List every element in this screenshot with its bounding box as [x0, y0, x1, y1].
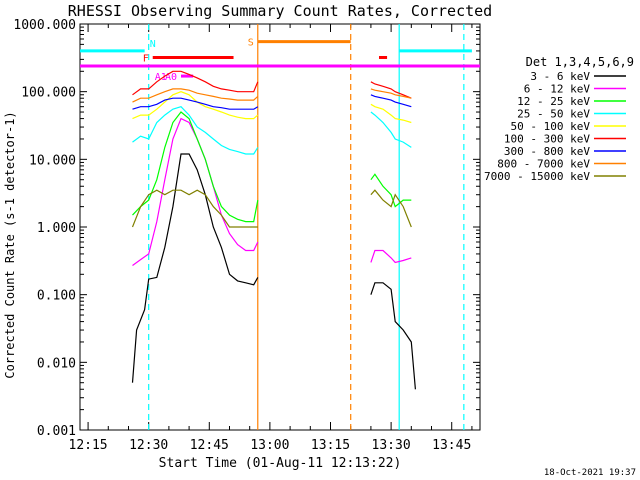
series-12-25-kev-line [132, 111, 259, 223]
series-100-300-kev-line [132, 70, 259, 96]
x-tick-label: 13:15 [311, 438, 350, 453]
series-50-100-kev-line [132, 91, 259, 120]
series-7000-15000-kev-line-2 [370, 189, 412, 228]
x-tick-label: 12:45 [190, 438, 229, 453]
render-timestamp: 18-Oct-2021 19:37 [544, 468, 636, 478]
flag-label: S [248, 38, 254, 49]
series-300-800-kev-line-2 [370, 94, 412, 108]
y-tick-label: 0.010 [37, 356, 76, 371]
series-7000-15000-kev-line [131, 189, 258, 228]
legend-label: 50 - 100 keV [511, 120, 591, 133]
chart-title: RHESSI Observing Summary Count Rates, Co… [68, 2, 492, 20]
x-axis-label: Start Time (01-Aug-11 12:13:22) [159, 456, 402, 471]
legend-label: 300 - 800 keV [504, 145, 590, 158]
flag-label: F [143, 53, 149, 64]
y-tick-label: 1000.000 [13, 18, 76, 33]
series-3-6-kev-line-2 [370, 282, 416, 390]
series-50-100-kev-line-2 [370, 103, 412, 124]
series-800-7000-kev-line [132, 88, 259, 103]
y-tick-label: 0.001 [37, 424, 76, 439]
plot-frame [79, 23, 481, 431]
y-tick-label: 0.100 [37, 289, 76, 304]
flag-label: A1 [155, 72, 167, 83]
y-tick-label: 100.000 [21, 86, 76, 101]
legend-label: 12 - 25 keV [517, 95, 590, 108]
x-tick-label: 12:15 [69, 438, 108, 453]
y-tick-label: 10.000 [29, 153, 76, 168]
x-tick-label: 13:30 [372, 438, 411, 453]
series-100-300-kev-line-2 [370, 81, 412, 99]
legend-label: 6 - 12 keV [524, 83, 591, 96]
series-300-800-kev-line [132, 97, 259, 110]
y-axis-label: Corrected Count Rate (s-1 detector-1) [3, 111, 17, 378]
series-25-50-kev-line [132, 106, 259, 155]
legend-label: 25 - 50 keV [517, 108, 590, 121]
series-25-50-kev-line-2 [370, 111, 412, 148]
series-12-25-kev-line-2 [370, 173, 412, 208]
flag-label: A0 [165, 72, 177, 83]
legend-title: Det 1,3,4,5,6,9 [526, 55, 634, 69]
x-tick-label: 13:00 [250, 438, 289, 453]
plot-area: 0.001 0.010 0.100 1.000 10.000 100.000 1000.00… [13, 18, 626, 453]
legend-label: 7000 - 15000 keV [484, 170, 590, 183]
flag-label: N [150, 39, 156, 50]
series-3-6-kev-line [131, 153, 259, 383]
legend-label: 100 - 300 keV [504, 133, 590, 146]
series-6-12-kev-line-2 [370, 249, 412, 264]
series-800-7000-kev-line-2 [370, 88, 412, 99]
y-tick-label: 1.000 [37, 221, 76, 236]
legend-label: 3 - 6 keV [530, 70, 590, 83]
x-tick-label: 13:45 [432, 438, 471, 453]
legend-label: 800 - 7000 keV [497, 158, 590, 171]
x-tick-label: 12:30 [129, 438, 168, 453]
